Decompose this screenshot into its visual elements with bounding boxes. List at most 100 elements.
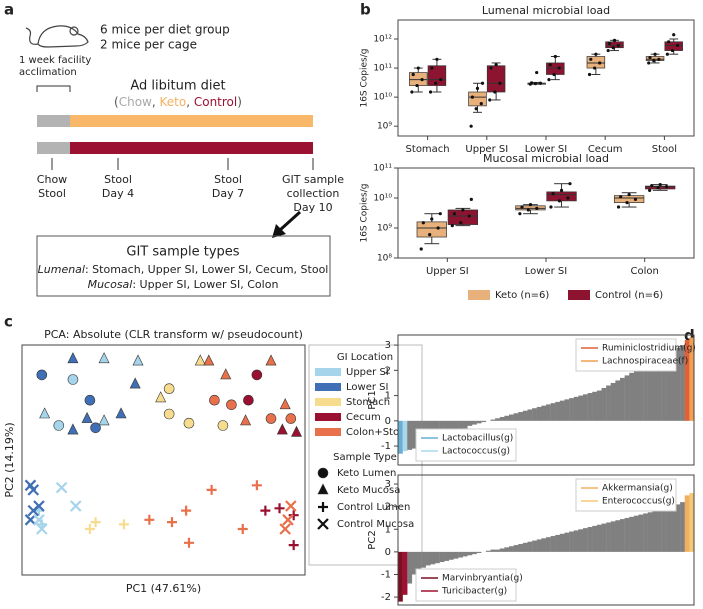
point — [419, 247, 423, 251]
point — [436, 226, 440, 230]
point — [611, 46, 615, 50]
legend-label: Enterococcus(g) — [602, 497, 675, 507]
bar — [495, 549, 500, 552]
legend-marker — [317, 483, 329, 495]
point — [183, 417, 195, 429]
legend-label: Keto Mucosa — [337, 485, 400, 496]
legend-label: Stomach — [346, 397, 390, 408]
sample-line: Lumenal: Stomach, Upper SI, Lower SI, Ce… — [38, 263, 329, 276]
point — [67, 374, 79, 385]
point — [36, 369, 48, 381]
bar — [592, 391, 598, 421]
point — [489, 66, 493, 70]
box — [546, 191, 577, 202]
legend-swatch — [315, 428, 341, 436]
point — [410, 90, 414, 94]
point — [470, 95, 475, 99]
panel-label: a — [4, 1, 14, 19]
bar — [661, 508, 667, 552]
point — [439, 78, 443, 82]
plot-frame — [397, 167, 695, 259]
y-axis-label: PC1 — [367, 390, 378, 409]
chow-bar — [37, 142, 70, 154]
bar — [684, 495, 690, 552]
x-tick-label: Cecum — [588, 144, 623, 155]
point — [528, 203, 533, 207]
bar — [675, 504, 681, 552]
bar — [509, 414, 514, 421]
bar — [596, 524, 602, 552]
bar — [578, 529, 584, 552]
point — [415, 83, 419, 88]
mouse-ear — [69, 26, 79, 36]
bar — [504, 415, 510, 421]
y-tick-label: 0 — [385, 416, 391, 427]
bar — [532, 540, 537, 552]
timepoint-label: Day 4 — [102, 187, 134, 200]
point — [209, 394, 220, 406]
point — [549, 205, 553, 209]
point — [55, 481, 68, 494]
y-tick-label: 1 — [385, 524, 391, 535]
bar — [458, 551, 463, 558]
point — [551, 192, 555, 196]
bar — [555, 401, 561, 421]
point — [285, 500, 297, 512]
y-axis-label: 16S Copies/g — [360, 48, 370, 107]
box — [486, 65, 506, 93]
legend-label: Akkermansia(g) — [602, 484, 673, 494]
legend-swatch — [468, 290, 490, 300]
point — [220, 368, 232, 380]
point — [461, 208, 465, 212]
bar — [485, 550, 491, 552]
bar — [462, 420, 468, 429]
point — [39, 407, 51, 419]
timepoint-label: Stool — [38, 187, 66, 200]
bar — [615, 520, 621, 552]
bar — [522, 410, 528, 421]
point — [480, 81, 485, 85]
legend-label: Keto (n=6) — [495, 290, 549, 301]
legend-swatch — [315, 398, 341, 406]
point — [166, 517, 177, 528]
sample-box — [36, 235, 331, 297]
point — [475, 86, 480, 90]
bar — [601, 388, 607, 421]
bar — [666, 507, 672, 552]
bar — [527, 409, 533, 421]
y-tick-label: 1 — [385, 391, 391, 402]
point — [520, 205, 524, 209]
keto-bar — [70, 115, 313, 127]
legend-marker — [317, 467, 329, 479]
point — [33, 500, 45, 512]
y-tick-label: 2 — [385, 502, 391, 513]
point — [416, 66, 420, 70]
chart-title: PCA: Absolute (CLR transform w/ pseudoco… — [44, 328, 303, 341]
point — [593, 66, 597, 70]
group-text: 6 mice per diet group — [100, 23, 230, 37]
point — [647, 61, 651, 65]
legend-label: Control Mucosa — [337, 519, 414, 530]
y-tick-label: -1 — [381, 441, 391, 452]
box — [515, 205, 546, 211]
point — [557, 66, 561, 70]
point — [265, 413, 277, 424]
point — [69, 500, 82, 512]
bar — [509, 546, 514, 552]
bar — [472, 420, 477, 425]
y-tick-label: -2 — [381, 592, 391, 603]
point — [598, 61, 602, 65]
legend-box — [575, 338, 677, 372]
point — [243, 394, 254, 406]
diet-label: Keto — [160, 95, 187, 109]
bar — [541, 538, 547, 552]
box — [664, 41, 683, 51]
bar — [536, 539, 542, 552]
point — [566, 196, 570, 200]
bar — [633, 370, 639, 421]
point — [625, 201, 629, 205]
y-tick-label: 10¹⁰ — [373, 194, 392, 204]
bar — [670, 506, 676, 552]
point — [276, 423, 288, 435]
chart-title: Mucosal microbial load — [483, 152, 609, 165]
